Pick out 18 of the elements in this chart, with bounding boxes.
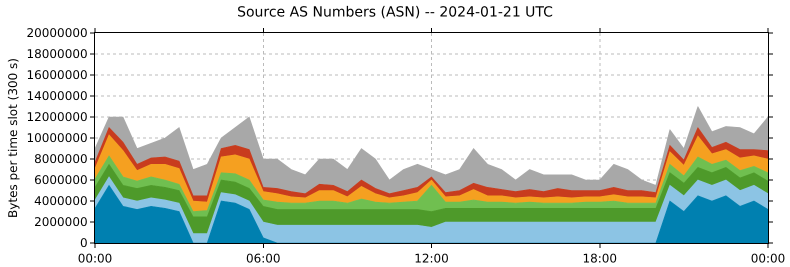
y-tick-label: 4000000	[34, 194, 88, 208]
x-tick-label: 00:00	[750, 251, 786, 266]
y-tick-label: 10000000	[26, 131, 88, 146]
y-tick-label: 16000000	[26, 68, 88, 82]
chart-title: Source AS Numbers (ASN) -- 2024-01-21 UTC	[237, 4, 554, 20]
y-axis-title: Bytes per time slot (300 s)	[6, 58, 20, 218]
y-tick-label: 18000000	[26, 47, 88, 62]
y-tick-label: 2000000	[34, 215, 88, 230]
x-tick-label: 12:00	[414, 251, 449, 266]
y-tick-label: 12000000	[26, 110, 88, 124]
x-tick-label: 18:00	[582, 251, 618, 266]
y-tick-label: 0	[80, 236, 88, 250]
y-tick-label: 6000000	[34, 173, 88, 188]
x-tick-label: 06:00	[246, 251, 281, 266]
y-tick-label: 20000000	[26, 26, 88, 40]
y-tick-label: 14000000	[26, 89, 88, 104]
y-tick-label: 8000000	[34, 152, 88, 166]
x-tick-label: 00:00	[78, 251, 112, 266]
